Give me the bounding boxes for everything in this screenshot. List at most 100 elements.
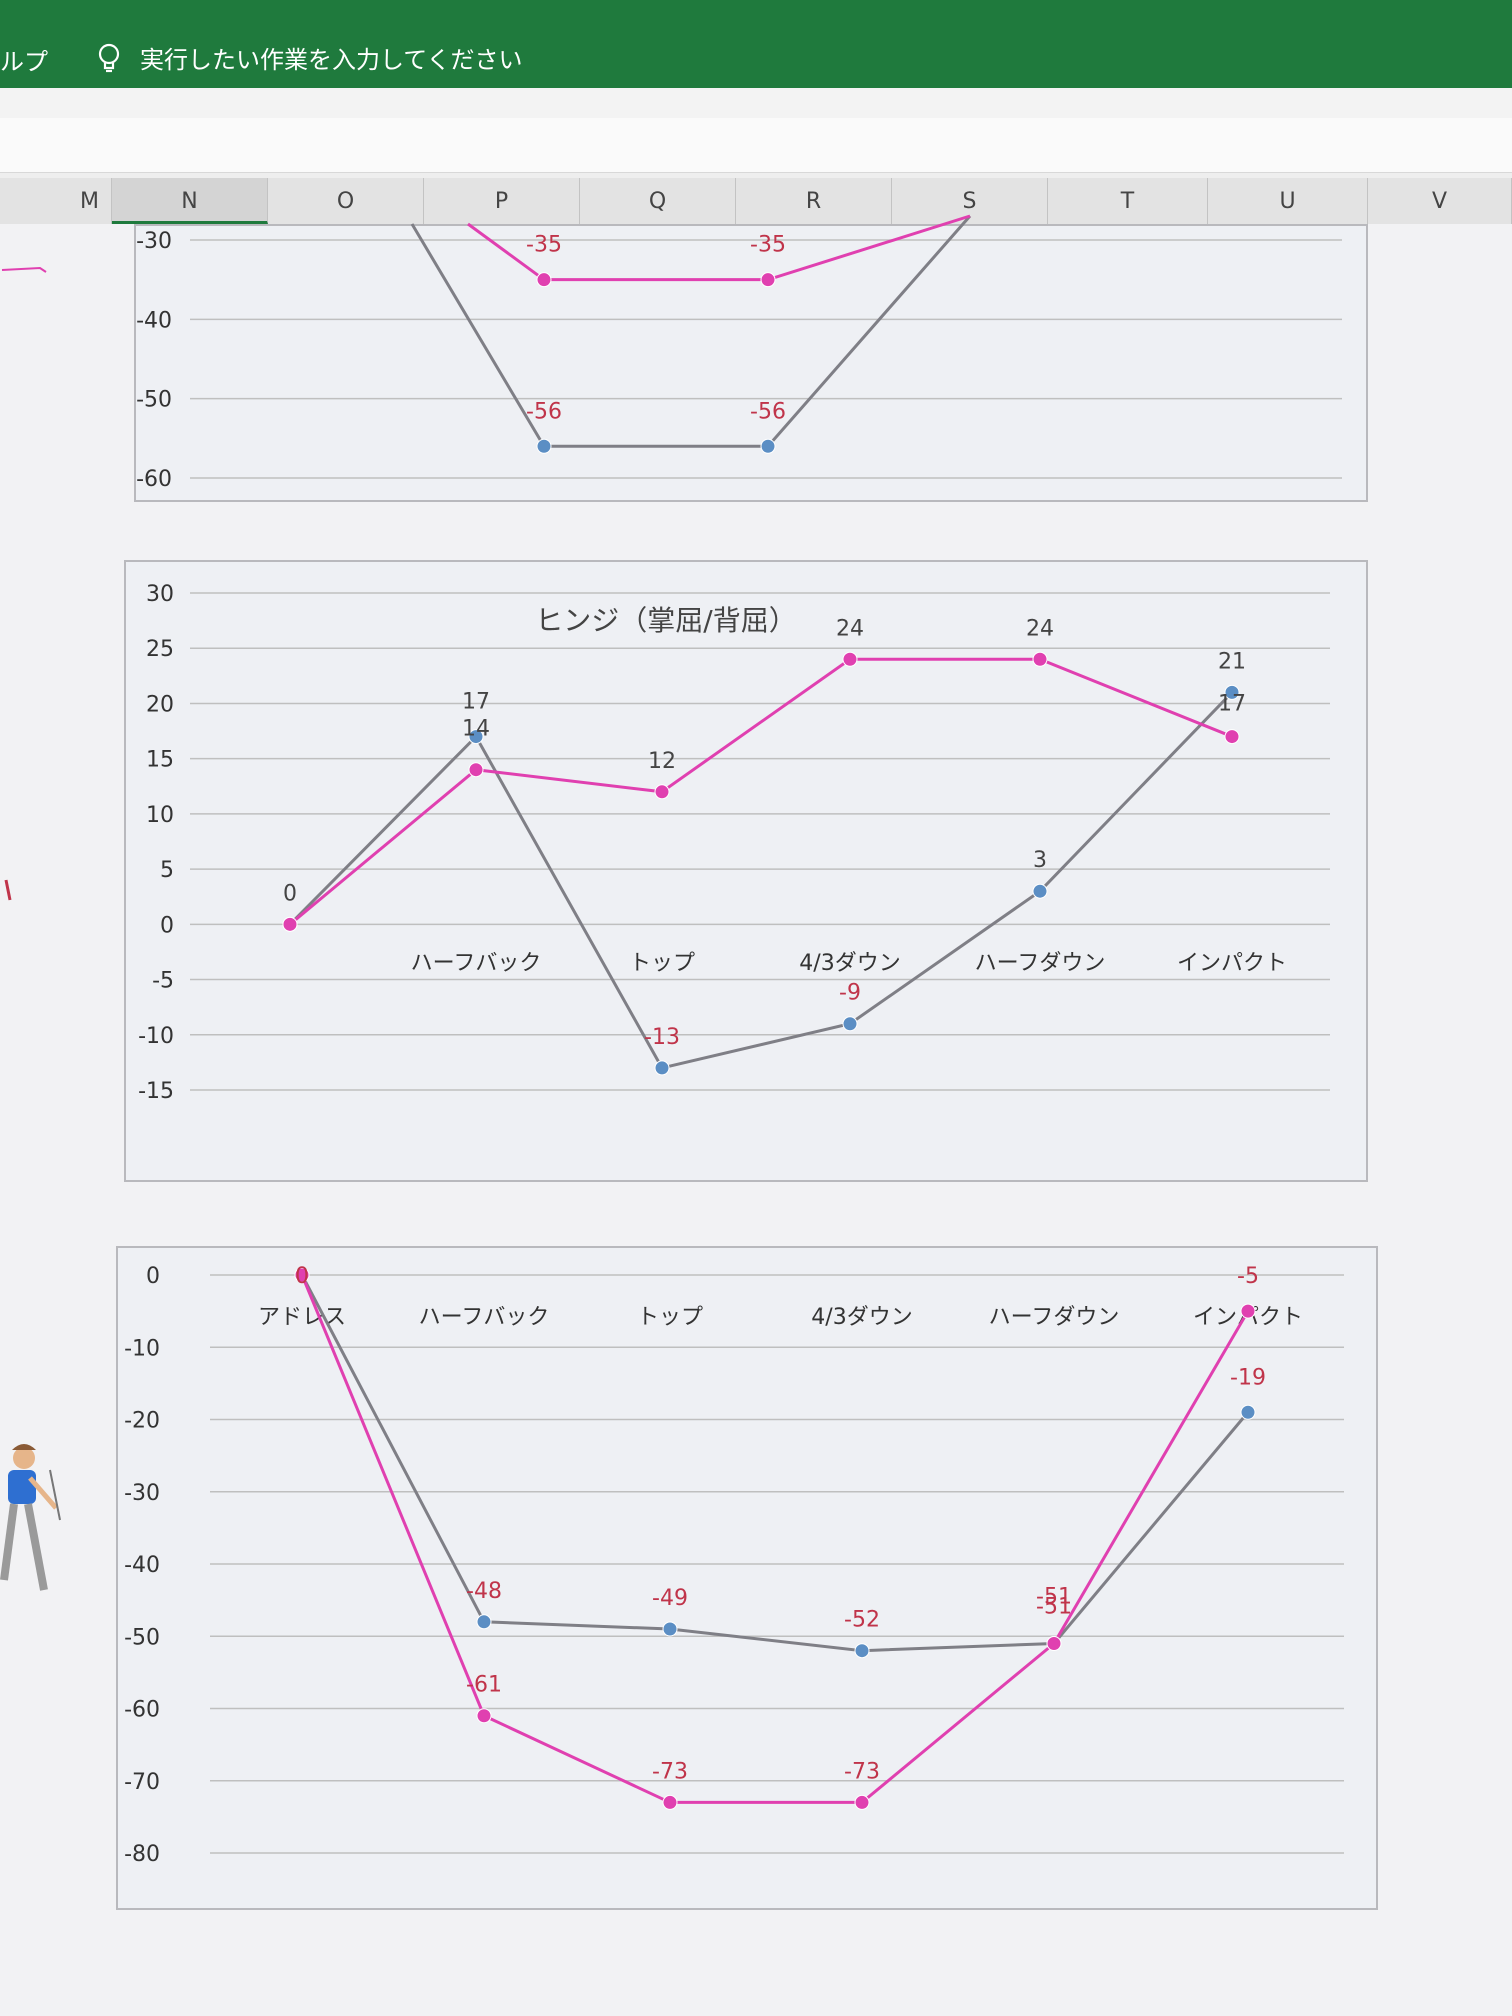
y-tick-label: -40 <box>124 1553 160 1578</box>
y-tick-label: -60 <box>136 467 172 492</box>
data-point <box>1240 1404 1256 1420</box>
formula-bar[interactable] <box>0 118 1512 173</box>
offscreen-mark-icon <box>4 879 12 901</box>
tell-me-box[interactable]: 実行したい作業を入力してください <box>96 40 523 75</box>
column-header-s[interactable]: S <box>892 178 1048 224</box>
series-line <box>300 1274 1250 1804</box>
ribbon: ルプ 実行したい作業を入力してください <box>0 0 1512 88</box>
column-header-o[interactable]: O <box>268 178 424 224</box>
chart-1-frame[interactable] <box>134 224 1368 502</box>
y-tick-label: -30 <box>124 1481 160 1506</box>
x-category-label: 4/3ダウン <box>811 1305 912 1330</box>
y-tick-label: -50 <box>124 1625 160 1650</box>
golfer-icon <box>0 1444 61 1591</box>
data-label: -48 <box>466 1579 502 1604</box>
x-category-label: ハーフバック <box>419 1305 550 1330</box>
y-tick-label: -80 <box>124 1842 160 1867</box>
y-tick-label: -10 <box>138 1024 174 1049</box>
column-header-u[interactable]: U <box>1208 178 1368 224</box>
y-tick-label: 5 <box>160 858 174 883</box>
offscreen-line-icon <box>1 266 47 273</box>
data-point <box>654 1060 670 1076</box>
column-header-t[interactable]: T <box>1048 178 1208 224</box>
chart-2-hinge: 30 25 20 15 10 5 0 -5 -10 -15 ヒンジ（掌屈/背屈） ハーフバック トップ 4… <box>138 582 1330 1104</box>
data-point <box>1240 1303 1256 1319</box>
data-point <box>842 1016 858 1032</box>
y-tick-label: 30 <box>146 582 174 607</box>
x-category-label: トップ <box>637 1305 703 1330</box>
data-label: -51 <box>1036 1584 1072 1609</box>
data-label: -13 <box>644 1025 680 1050</box>
data-label: -56 <box>526 399 562 424</box>
y-tick-label: -50 <box>136 388 172 413</box>
data-point <box>294 1267 310 1283</box>
y-tick-label: 25 <box>146 637 174 662</box>
x-category-label: ハーフバック <box>411 951 542 976</box>
data-point <box>1224 684 1240 700</box>
data-label: -49 <box>652 1586 688 1611</box>
series-line <box>289 657 1233 926</box>
chart-title: ヒンジ（掌屈/背屈） <box>535 604 796 637</box>
chart-1: -30 -40 -50 -60 -35 -35 -56 -56 <box>136 214 1342 492</box>
data-label: -9 <box>839 981 861 1006</box>
y-tick-label: -60 <box>124 1698 160 1723</box>
data-point <box>1032 651 1048 667</box>
data-point <box>1224 729 1240 745</box>
data-label: -51 <box>1036 1594 1072 1619</box>
data-label: 21 <box>1218 649 1246 674</box>
series-line <box>410 215 972 448</box>
y-tick-label: 10 <box>146 803 174 828</box>
data-label: -73 <box>652 1759 688 1784</box>
x-category-label: インパクト <box>1177 951 1287 976</box>
data-point <box>1046 1635 1062 1651</box>
data-label: 24 <box>836 616 864 641</box>
data-label: 14 <box>462 717 490 742</box>
y-tick-label: -5 <box>152 969 174 994</box>
column-header-n[interactable]: N <box>112 178 268 224</box>
data-point <box>662 1621 678 1637</box>
chart-2-frame[interactable] <box>124 560 1368 1182</box>
data-label: -61 <box>466 1673 502 1698</box>
data-point <box>854 1794 870 1810</box>
column-header-m[interactable]: M <box>68 178 112 224</box>
column-header-p[interactable]: P <box>424 178 580 224</box>
data-label: -56 <box>750 399 786 424</box>
x-category-label: ハーフダウン <box>975 951 1106 976</box>
chart-3-frame[interactable] <box>116 1246 1378 1910</box>
data-point <box>476 1614 492 1630</box>
series-line <box>467 214 971 282</box>
y-tick-label: -10 <box>124 1336 160 1361</box>
data-label: 17 <box>1218 692 1246 717</box>
data-label: -35 <box>526 233 562 258</box>
data-point <box>536 272 552 288</box>
data-label: -52 <box>844 1608 880 1633</box>
data-point <box>468 762 484 778</box>
y-tick-label: 0 <box>160 913 174 938</box>
x-category-label: 4/3ダウン <box>799 951 900 976</box>
x-category-label: トップ <box>629 951 695 976</box>
y-tick-label: -70 <box>124 1770 160 1795</box>
y-tick-label: -20 <box>124 1409 160 1434</box>
data-label: -35 <box>750 233 786 258</box>
data-point <box>760 272 776 288</box>
column-header-r[interactable]: R <box>736 178 892 224</box>
data-point <box>654 784 670 800</box>
data-point <box>842 651 858 667</box>
y-tick-label: -15 <box>138 1079 174 1104</box>
toolbar <box>0 88 1512 119</box>
y-tick-label: 15 <box>146 748 174 773</box>
data-label: 12 <box>648 749 676 774</box>
lightbulb-icon <box>98 43 120 72</box>
y-tick-label: -30 <box>136 229 172 254</box>
data-point <box>536 438 552 454</box>
data-label: 24 <box>1026 616 1054 641</box>
data-point <box>1032 883 1048 899</box>
help-tab[interactable]: ルプ <box>0 48 48 76</box>
series-line <box>288 691 1234 1070</box>
y-tick-label: 20 <box>146 692 174 717</box>
column-header-q[interactable]: Q <box>580 178 736 224</box>
data-point <box>760 438 776 454</box>
series-line <box>300 1274 1250 1653</box>
data-point <box>854 1643 870 1659</box>
